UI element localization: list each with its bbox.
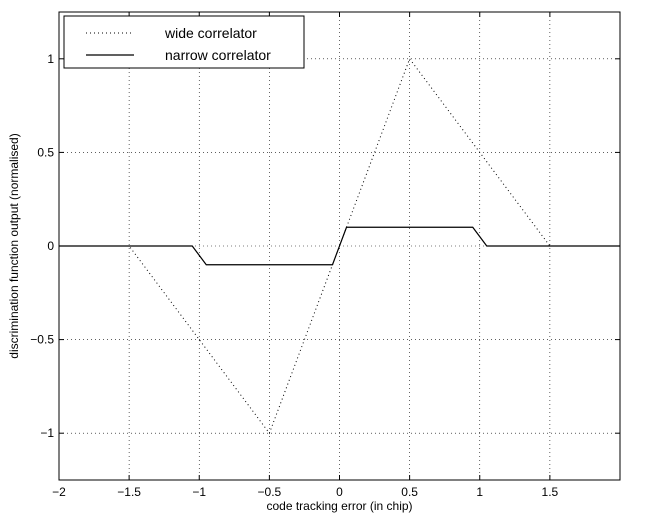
x-axis-label: code tracking error (in chip) — [266, 499, 412, 513]
y-tick-label: −1 — [40, 426, 54, 440]
x-tick-labels: −2 −1.5 −1 −0.5 0 0.5 1 1.5 — [52, 485, 558, 499]
y-tick-label: 0.5 — [37, 145, 54, 159]
y-axis-label: discrimination function output (normalis… — [7, 133, 21, 358]
legend: wide correlator narrow correlator — [63, 15, 305, 69]
legend-label-narrow-correlator: narrow correlator — [165, 47, 271, 63]
x-tick-label: −2 — [52, 485, 66, 499]
y-tick-label: 1 — [47, 52, 54, 66]
legend-box — [63, 15, 305, 69]
series-lines — [59, 57, 620, 435]
legend-label-wide-correlator: wide correlator — [164, 25, 257, 41]
y-tick-label: −0.5 — [30, 333, 54, 347]
series-line-narrow-correlator — [59, 226, 620, 266]
x-tick-label: 1 — [476, 485, 483, 499]
x-tick-label: −1.5 — [117, 485, 141, 499]
x-tick-label: −0.5 — [258, 485, 282, 499]
x-tick-label: 0 — [336, 485, 343, 499]
y-tick-label: 0 — [47, 239, 54, 253]
axis-ticks — [58, 12, 620, 480]
y-tick-labels: −1 −0.5 0 0.5 1 — [30, 52, 54, 440]
x-tick-label: 0.5 — [401, 485, 418, 499]
x-tick-label: −1 — [192, 485, 206, 499]
x-tick-label: 1.5 — [542, 485, 559, 499]
